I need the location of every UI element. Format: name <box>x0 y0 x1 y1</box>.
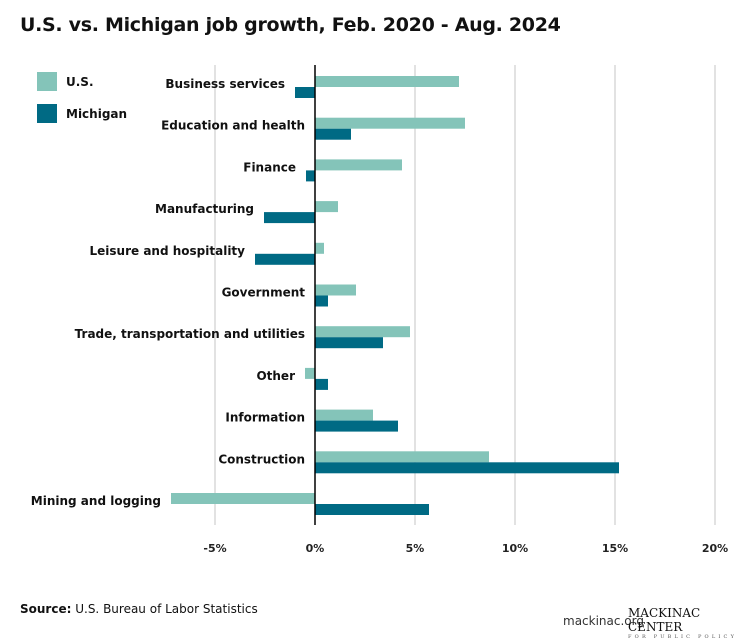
x-tick-label: -5% <box>203 542 226 555</box>
bar-michigan <box>315 128 351 140</box>
bar-michigan <box>264 212 315 224</box>
bar-us <box>315 242 324 254</box>
logo-line2: FOR PUBLIC POLICY <box>628 634 738 640</box>
bar-michigan <box>315 462 619 474</box>
bar-us <box>315 76 459 87</box>
bar-michigan <box>315 295 328 307</box>
category-label: Leisure and hospitality <box>90 244 246 258</box>
category-label: Other <box>256 369 295 383</box>
bar-us <box>305 367 315 379</box>
bar-us <box>315 117 465 129</box>
legend-swatch-michigan <box>37 104 57 123</box>
category-label: Business services <box>165 77 285 91</box>
bar-us <box>315 326 410 338</box>
bar-michigan <box>295 87 315 98</box>
category-label: Finance <box>243 160 296 174</box>
bar-michigan <box>306 170 315 182</box>
category-label: Education and health <box>161 119 305 133</box>
bar-michigan <box>315 337 383 349</box>
category-label: Mining and logging <box>31 494 161 508</box>
bar-michigan <box>315 420 398 432</box>
category-label: Government <box>222 286 306 300</box>
bar-michigan <box>315 504 429 515</box>
site-url: mackinac.org <box>563 614 644 628</box>
category-label: Trade, transportation and utilities <box>75 327 305 341</box>
x-tick-label: 5% <box>406 542 425 555</box>
bar-michigan <box>315 378 328 390</box>
x-tick-label: 20% <box>702 542 728 555</box>
mackinac-logo: MACKINAC CENTER FOR PUBLIC POLICY <box>628 606 750 640</box>
bar-michigan <box>255 253 315 265</box>
category-label: Information <box>225 411 305 425</box>
legend-label: Michigan <box>66 107 127 121</box>
category-label: Construction <box>218 452 305 466</box>
bar-us <box>315 159 402 171</box>
x-tick-label: 0% <box>306 542 325 555</box>
category-label: Manufacturing <box>155 202 254 216</box>
source-label: Source: <box>20 602 72 616</box>
x-tick-label: 10% <box>502 542 528 555</box>
source-note: Source: U.S. Bureau of Labor Statistics <box>20 602 258 616</box>
x-tick-label: 15% <box>602 542 628 555</box>
bar-us <box>315 284 356 296</box>
chart-title: U.S. vs. Michigan job growth, Feb. 2020 … <box>20 14 561 36</box>
bar-us <box>315 451 489 463</box>
bar-us <box>171 493 315 504</box>
bar-us <box>315 409 373 421</box>
legend-swatch-us <box>37 72 57 91</box>
bar-us <box>315 201 338 213</box>
legend-label: U.S. <box>66 75 94 89</box>
logo-line1: MACKINAC CENTER <box>628 606 701 634</box>
source-text: U.S. Bureau of Labor Statistics <box>71 602 258 616</box>
